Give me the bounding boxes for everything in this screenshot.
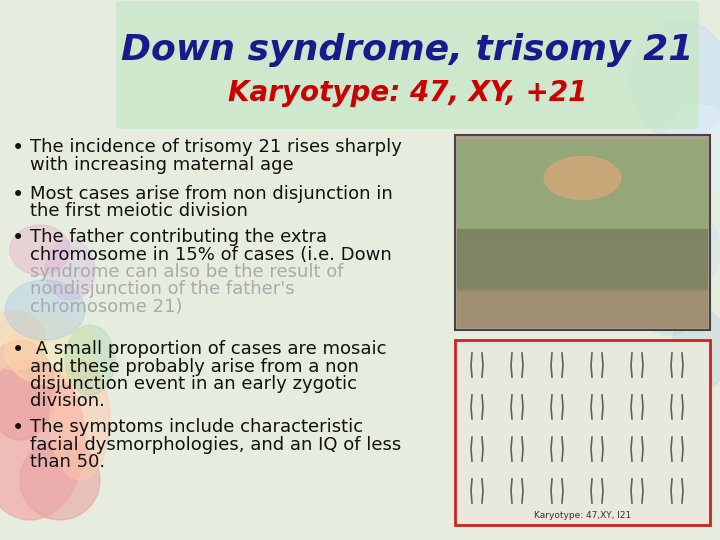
Text: The symptoms include characteristic: The symptoms include characteristic <box>30 418 363 436</box>
Text: Karyotype: 47, XY, +21: Karyotype: 47, XY, +21 <box>228 79 588 107</box>
Text: nondisjunction of the father's: nondisjunction of the father's <box>30 280 294 299</box>
Ellipse shape <box>672 308 720 392</box>
Text: A small proportion of cases are mosaic: A small proportion of cases are mosaic <box>30 340 387 358</box>
Bar <box>455 340 710 525</box>
Bar <box>455 135 710 330</box>
Bar <box>457 139 708 233</box>
Text: The incidence of trisomy 21 rises sharply: The incidence of trisomy 21 rises sharpl… <box>30 138 402 156</box>
Text: •: • <box>12 138 24 158</box>
Ellipse shape <box>5 280 85 340</box>
Text: disjunction event in an early zygotic: disjunction event in an early zygotic <box>30 375 357 393</box>
Text: than 50.: than 50. <box>30 453 105 471</box>
Ellipse shape <box>635 265 705 335</box>
Ellipse shape <box>65 325 115 395</box>
Text: The father contributing the extra: The father contributing the extra <box>30 228 327 246</box>
Ellipse shape <box>45 240 95 300</box>
Text: the first meiotic division: the first meiotic division <box>30 202 248 220</box>
Ellipse shape <box>544 157 621 199</box>
Text: division.: division. <box>30 393 105 410</box>
FancyBboxPatch shape <box>116 1 699 129</box>
Text: •: • <box>12 228 24 248</box>
Text: •: • <box>12 418 24 438</box>
Ellipse shape <box>0 310 45 370</box>
Text: Most cases arise from non disjunction in: Most cases arise from non disjunction in <box>30 185 392 203</box>
Text: chromosome 21): chromosome 21) <box>30 298 182 316</box>
Ellipse shape <box>10 225 70 275</box>
Text: facial dysmorphologies, and an IQ of less: facial dysmorphologies, and an IQ of les… <box>30 435 401 454</box>
Ellipse shape <box>620 145 700 255</box>
Ellipse shape <box>50 360 110 480</box>
Bar <box>457 228 708 291</box>
Text: and these probably arise from a non: and these probably arise from a non <box>30 357 359 375</box>
Text: Down syndrome, trisomy 21: Down syndrome, trisomy 21 <box>121 33 693 67</box>
Ellipse shape <box>660 210 720 290</box>
Text: syndrome can also be the result of: syndrome can also be the result of <box>30 263 343 281</box>
Ellipse shape <box>665 105 720 195</box>
Text: •: • <box>12 185 24 205</box>
Bar <box>457 289 708 328</box>
Ellipse shape <box>0 360 85 520</box>
Text: chromosome in 15% of cases (i.e. Down: chromosome in 15% of cases (i.e. Down <box>30 246 392 264</box>
Ellipse shape <box>20 440 100 520</box>
Ellipse shape <box>5 315 95 385</box>
Text: with increasing maternal age: with increasing maternal age <box>30 156 294 173</box>
Text: •: • <box>12 340 24 360</box>
Text: Karyotype: 47,XY, I21: Karyotype: 47,XY, I21 <box>534 511 631 520</box>
Ellipse shape <box>0 340 55 440</box>
Ellipse shape <box>630 20 720 140</box>
